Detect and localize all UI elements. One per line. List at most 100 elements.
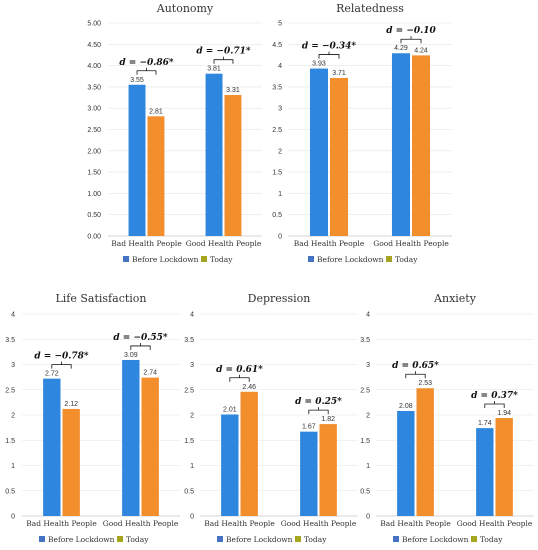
y-tick-label: 0.5 bbox=[184, 488, 194, 495]
x-category-label: Bad Health People bbox=[204, 519, 275, 528]
y-tick-label: 0 bbox=[278, 234, 282, 241]
data-label-before: 3.09 bbox=[124, 352, 138, 359]
bar-today bbox=[240, 391, 258, 516]
data-label-today: 2.46 bbox=[242, 384, 256, 391]
effect-bracket bbox=[318, 54, 340, 59]
effect-size-label: d = −0.10 bbox=[386, 26, 436, 36]
bar-today bbox=[141, 377, 159, 516]
data-label-before: 3.55 bbox=[130, 77, 144, 84]
effect-bracket bbox=[130, 345, 151, 350]
y-tick-label: 1.5 bbox=[272, 170, 282, 177]
y-tick-label: 0.5 bbox=[360, 488, 370, 495]
legend-label-before: Before Lockdown bbox=[48, 535, 115, 544]
y-tick-label: 0.00 bbox=[87, 234, 101, 241]
effect-bracket bbox=[484, 403, 505, 409]
chart-title: Depression bbox=[248, 292, 311, 305]
y-tick-label: 2.50 bbox=[87, 127, 101, 134]
y-tick-label: 0.5 bbox=[272, 212, 282, 219]
bar-before-lockdown bbox=[205, 73, 223, 236]
legend-label-today: Today bbox=[304, 535, 327, 544]
y-tick-label: 5 bbox=[278, 21, 282, 28]
y-tick-label: 2.5 bbox=[360, 387, 370, 394]
legend-swatch-before bbox=[123, 256, 129, 262]
y-tick-label: 3.00 bbox=[87, 106, 101, 113]
legend-swatch-today bbox=[471, 536, 477, 542]
y-tick-label: 1 bbox=[278, 191, 282, 198]
effect-size-label: d = 0.25* bbox=[295, 397, 342, 407]
bar-before-lockdown bbox=[128, 84, 146, 237]
y-tick-label: 2.00 bbox=[87, 148, 101, 155]
legend-label-today: Today bbox=[395, 255, 418, 264]
x-category-label: Bad Health People bbox=[380, 519, 451, 528]
legend-swatch-before bbox=[39, 536, 45, 542]
y-tick-label: 4.00 bbox=[87, 63, 101, 70]
y-tick-label: 5.00 bbox=[87, 21, 101, 28]
x-category-label: Good Health People bbox=[103, 519, 179, 528]
chart-panel-life-satisfaction: Life Satisfaction 0 0.5 1 1.5 2 2.5 3 3.5 4 2.72 2.… bbox=[5, 292, 180, 544]
data-label-today: 3.71 bbox=[332, 70, 346, 77]
legend-swatch-before bbox=[217, 536, 223, 542]
bar-before-lockdown bbox=[300, 431, 318, 516]
x-category-label: Good Health People bbox=[373, 239, 449, 248]
data-label-before: 1.74 bbox=[478, 420, 492, 427]
y-tick-label: 1.5 bbox=[5, 438, 15, 445]
effect-bracket bbox=[136, 70, 157, 75]
y-tick-label: 1 bbox=[11, 463, 15, 470]
data-label-today: 3.31 bbox=[226, 87, 240, 94]
effect-bracket bbox=[229, 377, 250, 382]
y-tick-label: 3 bbox=[366, 362, 370, 369]
data-label-before: 2.01 bbox=[223, 406, 237, 413]
legend-swatch-today bbox=[201, 256, 207, 262]
data-label-before: 2.72 bbox=[45, 371, 59, 378]
bar-before-lockdown bbox=[476, 428, 494, 516]
x-category-label: Good Health People bbox=[186, 239, 262, 248]
legend-swatch-today bbox=[117, 536, 123, 542]
y-tick-label: 0 bbox=[366, 514, 370, 521]
y-tick-label: 3.5 bbox=[5, 337, 15, 344]
y-tick-label: 3.5 bbox=[184, 337, 194, 344]
bar-before-lockdown bbox=[309, 68, 328, 236]
y-tick-label: 0.5 bbox=[5, 488, 15, 495]
y-tick-label: 0 bbox=[11, 514, 15, 521]
legend-label-before: Before Lockdown bbox=[132, 255, 199, 264]
effect-size-label: d = −0.78* bbox=[34, 352, 89, 362]
legend-label-today: Today bbox=[210, 255, 233, 264]
y-tick-label: 3.5 bbox=[272, 84, 282, 91]
legend-label-before: Before Lockdown bbox=[317, 255, 384, 264]
effect-size-label: d = −0.34* bbox=[302, 42, 357, 52]
y-tick-label: 3 bbox=[190, 362, 194, 369]
y-tick-label: 4 bbox=[278, 63, 282, 70]
bar-today bbox=[319, 424, 337, 516]
chart-panel-depression: Depression 0 0.5 1 1.5 2 2.5 3 3.5 4 2.01 2.46 d = 0… bbox=[184, 292, 358, 544]
data-label-today: 2.53 bbox=[418, 380, 432, 387]
effect-size-label: d = −0.86* bbox=[119, 58, 174, 68]
chart-title: Autonomy bbox=[156, 2, 214, 15]
y-tick-label: 2.5 bbox=[184, 387, 194, 394]
data-label-before: 3.93 bbox=[312, 61, 326, 68]
legend-label-before: Before Lockdown bbox=[226, 535, 293, 544]
effect-bracket bbox=[308, 409, 329, 415]
y-tick-label: 1.00 bbox=[87, 191, 101, 198]
y-tick-label: 1 bbox=[366, 463, 370, 470]
chart-title: Relatedness bbox=[336, 2, 404, 15]
legend-label-before: Before Lockdown bbox=[402, 535, 469, 544]
effect-size-label: d = 0.61* bbox=[216, 365, 263, 375]
y-tick-label: 3.5 bbox=[360, 337, 370, 344]
bar-before-lockdown bbox=[43, 378, 61, 516]
x-category-label: Bad Health People bbox=[26, 519, 97, 528]
y-tick-label: 3 bbox=[11, 362, 15, 369]
legend-label-today: Today bbox=[126, 535, 149, 544]
bar-today bbox=[416, 388, 434, 516]
data-label-today: 1.82 bbox=[321, 416, 335, 423]
data-label-today: 2.81 bbox=[149, 108, 163, 115]
bar-before-lockdown bbox=[122, 359, 140, 516]
legend-label-today: Today bbox=[480, 535, 503, 544]
y-tick-label: 4 bbox=[366, 312, 370, 319]
y-tick-label: 2 bbox=[278, 148, 282, 155]
bar-today bbox=[412, 55, 431, 236]
y-tick-label: 1 bbox=[190, 463, 194, 470]
data-label-before: 4.29 bbox=[394, 45, 408, 52]
data-label-before: 2.08 bbox=[399, 403, 413, 410]
